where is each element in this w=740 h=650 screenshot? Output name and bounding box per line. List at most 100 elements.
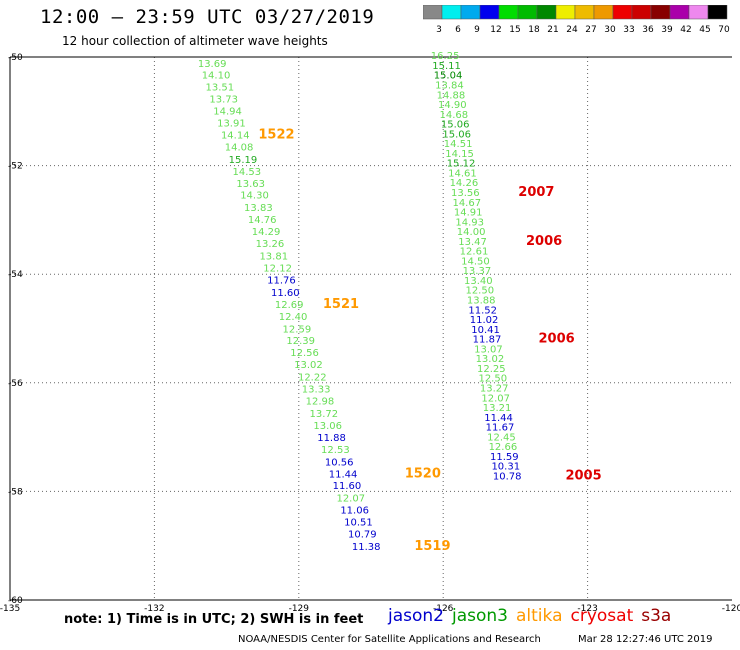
swh-value-label: 16.25 [431, 51, 460, 62]
pass-time-label: 2006 [539, 332, 575, 347]
chart-subtitle: 12 hour collection of altimeter wave hei… [62, 34, 328, 48]
satellite-legend-item: cryosat [570, 606, 634, 626]
swh-value-label: 14.50 [461, 256, 490, 267]
swh-value-label: 14.51 [444, 139, 473, 150]
colorbar-swatch [707, 4, 728, 20]
swh-value-label: 12.98 [306, 397, 335, 408]
satellite-legend-item: s3a [641, 606, 672, 626]
swh-value-label: 11.59 [490, 452, 519, 463]
swh-value-label: 13.07 [474, 344, 503, 355]
swh-value-label: 14.14 [221, 130, 250, 141]
swh-value-label: 12.61 [460, 247, 489, 258]
swh-value-label: 13.69 [198, 59, 227, 70]
swh-value-label: 12.07 [336, 494, 365, 505]
swh-value-label: 14.15 [445, 149, 474, 160]
colorbar-label: 6 [455, 25, 461, 35]
satellite-legend-item: jason3 [452, 606, 508, 626]
swh-value-label: 11.38 [352, 542, 381, 553]
swh-value-label: 12.40 [279, 312, 308, 323]
swh-value-label: 13.37 [463, 266, 492, 277]
colorbar-label: 36 [642, 25, 654, 35]
swh-value-label: 14.90 [438, 100, 467, 111]
swh-value-label: 11.60 [271, 288, 300, 299]
swh-value-label: 12.56 [290, 348, 319, 359]
swh-value-label: 14.00 [457, 227, 486, 238]
swh-value-label: 10.51 [344, 518, 373, 529]
swh-value-label: 14.30 [240, 191, 269, 202]
swh-value-label: 15.06 [441, 120, 470, 131]
swh-value-label: 13.27 [480, 383, 509, 394]
swh-value-label: 13.51 [206, 83, 235, 94]
colorbar-label: 70 [718, 25, 730, 35]
swh-value-label: 12.07 [481, 393, 510, 404]
swh-value-label: 11.52 [468, 305, 497, 316]
colorbar-label: 21 [547, 25, 559, 35]
swh-value-label: 14.93 [455, 217, 484, 228]
swh-value-label: 15.04 [434, 71, 463, 82]
data-points: 13.6914.1013.5113.7314.9413.9114.1414.08… [198, 51, 522, 553]
pass-time-label: 2006 [526, 234, 562, 249]
swh-value-label: 11.44 [329, 469, 358, 480]
x-tick-label: -123 [577, 604, 597, 614]
pass-time-label: 2005 [565, 468, 601, 483]
swh-value-label: 14.88 [437, 90, 466, 101]
colorbar-label: 9 [474, 25, 480, 35]
chart-title: 12:00 — 23:59 UTC 03/27/2019 [40, 6, 375, 28]
swh-value-label: 13.21 [483, 403, 512, 414]
pass-time-label: 1521 [323, 297, 359, 312]
y-tick-label: -52 [8, 162, 23, 172]
swh-value-label: 11.44 [484, 413, 513, 424]
swh-value-label: 13.84 [435, 80, 464, 91]
x-tick-label: -120 [722, 604, 740, 614]
swh-value-label: 15.06 [442, 129, 471, 140]
footer-organization: NOAA/NESDIS Center for Satellite Applica… [238, 634, 541, 645]
satellite-legend: jason2 jason3 altika cryosat s3a [388, 606, 679, 626]
swh-value-label: 14.53 [232, 167, 261, 178]
swh-value-label: 11.87 [473, 335, 502, 346]
swh-value-label: 13.88 [467, 296, 496, 307]
swh-value-label: 12.59 [283, 324, 312, 335]
swh-value-label: 14.08 [225, 142, 254, 153]
swh-value-label: 15.11 [432, 61, 461, 72]
colorbar-label: 12 [490, 25, 502, 35]
swh-value-label: 12.50 [478, 374, 507, 385]
swh-value-label: 12.39 [286, 336, 315, 347]
swh-value-label: 11.60 [333, 481, 362, 492]
x-tick-label: -129 [289, 604, 310, 614]
swh-value-label: 14.91 [454, 208, 483, 219]
swh-value-label: 13.33 [302, 385, 331, 396]
swh-value-label: 13.06 [313, 421, 342, 432]
swh-value-label: 14.26 [450, 178, 479, 189]
swh-value-label: 13.73 [209, 95, 238, 106]
swh-value-label: 11.76 [267, 275, 296, 286]
colorbar-label: 18 [528, 25, 540, 35]
swh-value-label: 15.12 [447, 159, 476, 170]
swh-value-label: 13.26 [256, 239, 285, 250]
swh-value-label: 13.83 [244, 203, 273, 214]
swh-value-label: 12.69 [275, 300, 304, 311]
colorbar-label: 30 [604, 25, 616, 35]
pass-time-label: 1519 [414, 539, 450, 554]
swh-value-label: 14.10 [202, 71, 231, 82]
swh-value-label: 12.50 [465, 286, 494, 297]
swh-value-label: 10.78 [493, 471, 522, 482]
x-tick-label: -126 [433, 604, 454, 614]
swh-value-label: 10.79 [348, 530, 377, 541]
y-tick-label: -54 [8, 270, 23, 280]
y-tick-label: -50 [8, 53, 23, 63]
colorbar-swatches [422, 4, 728, 20]
tick-labels: -132 -129 -126 -123 -135 -120 -50 -52 -54 -56 -58 -… [0, 53, 740, 614]
satellite-legend-item: jason2 [388, 606, 444, 626]
swh-value-label: 14.76 [248, 215, 277, 226]
y-tick-label: -60 [8, 596, 23, 606]
swh-value-label: 15.19 [229, 155, 258, 166]
swh-value-label: 13.40 [464, 276, 493, 287]
swh-value-label: 14.68 [439, 110, 468, 121]
swh-value-label: 13.47 [458, 237, 487, 248]
colorbar-label: 42 [680, 25, 692, 35]
swh-value-label: 12.22 [298, 373, 327, 384]
swh-value-label: 13.02 [294, 360, 323, 371]
colorbar-label: 39 [661, 25, 673, 35]
